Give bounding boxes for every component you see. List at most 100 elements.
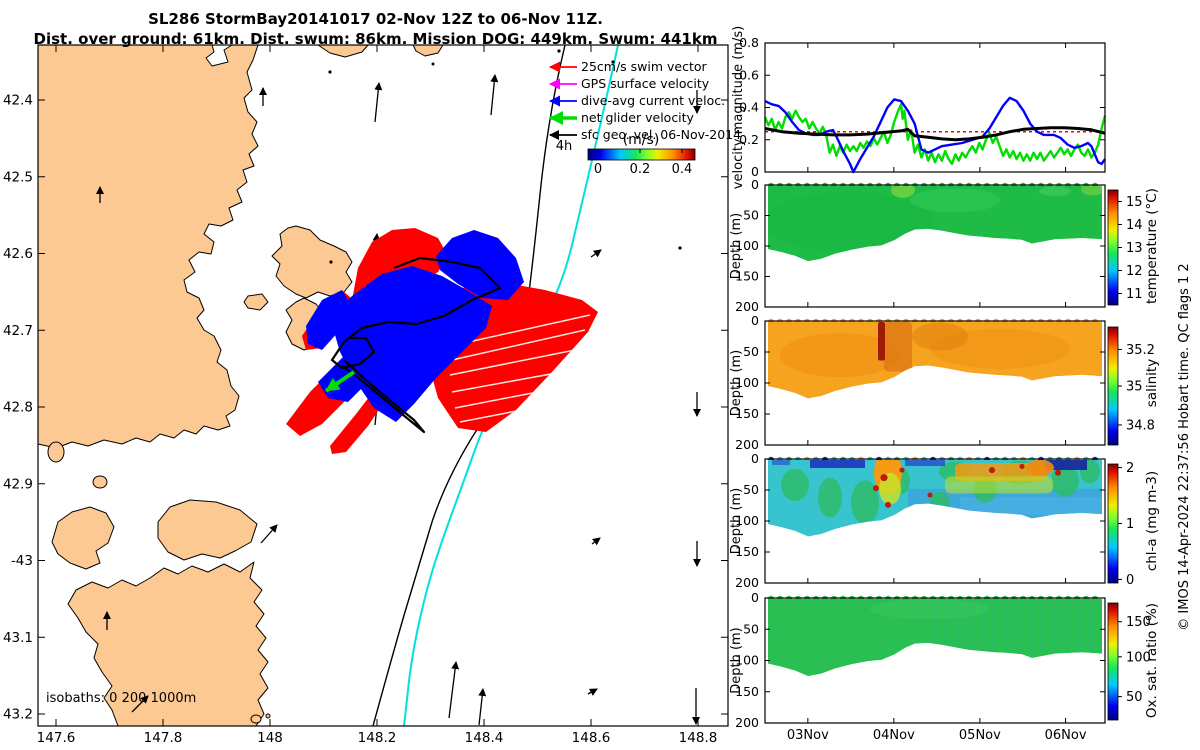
depth-tick-label: 100: [735, 653, 759, 668]
map-frame: [37, 44, 729, 727]
chl-red-spike-dot: [1055, 469, 1061, 476]
colorbar-tick-label: 150: [1126, 615, 1151, 630]
oxygen saturation-colorbar: [1107, 602, 1119, 721]
temp-warm-patch: [910, 188, 1000, 213]
temperature-colorbar: [1107, 189, 1119, 306]
glider-track-line: [330, 256, 502, 434]
legend-label-4: net glider velocity: [581, 110, 695, 125]
map-x-tick-label: 148.8: [679, 730, 718, 746]
depth-tick-label: 100: [735, 375, 759, 390]
depth-axis-label: Depth (m): [729, 627, 744, 694]
sfc-geo-velocity-dot: [329, 260, 333, 264]
depth-tick-label: 100: [735, 238, 759, 253]
temp-warm-spot: [1039, 186, 1071, 197]
chl-deep-blue-layer: [960, 497, 1102, 515]
swim-vector-streak: [451, 329, 586, 361]
sfc-geo-velocity-dot: [557, 49, 561, 53]
map-y-tick-label: 42.8: [3, 400, 33, 416]
sfc-geo-velocity-arrow: [490, 74, 499, 116]
map-x-tick-label: 147.6: [37, 730, 76, 746]
velocity-y-tick-label: 0.4: [739, 100, 759, 115]
velocity-series-3: [764, 96, 1106, 174]
date-tick-label: 03Nov: [787, 728, 829, 743]
depth-tick-label: 100: [735, 513, 759, 528]
chl-red-spike-dot: [899, 467, 905, 473]
land-polygon: [67, 561, 269, 727]
imos-watermark: © IMOS 14-Apr-2024 22:37:56 Hobart time.…: [1177, 263, 1192, 630]
colorbar-tick-label: 2: [1126, 461, 1134, 476]
colorbar-tick-label: 15: [1126, 195, 1143, 210]
chl-surface-blue-strip: [1045, 460, 1087, 470]
map-x-tick-label: 148: [257, 730, 283, 746]
sfc-geo-velocity-arrow: [131, 695, 149, 713]
chl-red-spike-dot: [873, 485, 879, 492]
sal-saline-column: [884, 322, 912, 372]
chl-a-data-region: [768, 460, 1102, 537]
chl-section: 0 50 100 150 200 Depth (m) 2 1 0 chl-a (mg m-3): [729, 451, 1160, 590]
swim-vector-streak: [459, 407, 533, 423]
legend-duration-label: 4h: [556, 139, 573, 154]
figure-title: SL286 StormBay20141017 02-Nov 12Z to 06-…: [148, 10, 603, 28]
sfc-geo-velocity-arrow: [374, 82, 383, 123]
islet: [250, 714, 262, 724]
salinity-section: 0 50 100 150 200 Depth (m) 35.2 35 34.8 salinity: [729, 313, 1160, 452]
colorbar-tick-label: 13: [1126, 241, 1143, 256]
chl-red-spike-dot: [880, 474, 888, 482]
temperature-data-region: [768, 186, 1102, 262]
map-y-tick-label: 42.5: [3, 169, 33, 185]
sal-saline-streak: [878, 322, 885, 361]
colorbar-tick-label: 50: [1126, 690, 1143, 705]
chl-yellowgreen-band: [945, 476, 1053, 494]
depth-tick-label: 150: [735, 406, 759, 421]
depth-axis-label: Depth (m): [729, 488, 744, 555]
map-x-tick-label: 148.4: [465, 730, 504, 746]
chl-red-spike-dot: [915, 508, 921, 515]
depth-tick-label: 50: [743, 208, 759, 223]
colorbar-tick-label: 0: [1126, 573, 1134, 588]
islet: [431, 62, 435, 66]
swim-vector-streak: [451, 371, 563, 393]
sfc-geo-velocity-arrow: [587, 688, 598, 696]
map-x-tick-label: 148.2: [358, 730, 397, 746]
map-y-tick-label: 42.6: [3, 246, 33, 262]
chl-a-colorbar: [1107, 463, 1119, 584]
title-block: SL286 StormBay20141017 02-Nov 12Z to 06-…: [28, 10, 723, 49]
chl-red-spike-dot: [1019, 463, 1025, 469]
land-polygon: [271, 225, 353, 299]
figure-subtitle: Dist. over ground: 61km. Dist. swum: 86k…: [33, 29, 718, 48]
map-x-tick-label: 148.6: [572, 730, 611, 746]
chl-red-spike-dot: [927, 492, 933, 498]
chl-green-patch: [930, 491, 950, 516]
chl-surface-blue-strip: [905, 460, 945, 466]
oxygen saturation-data-region: [768, 599, 1102, 677]
land-polygon: [37, 44, 259, 449]
sal-blotch: [912, 322, 968, 351]
swim-vector-streak: [454, 389, 549, 409]
salinity-colorbar: [1107, 326, 1119, 446]
oxygen saturation-colorbar-title: Ox. sat. ratio (%): [1144, 603, 1160, 718]
depth-tick-label: 200: [735, 299, 759, 314]
dive-avg-current-fan: [436, 230, 524, 300]
map-colorbar-tick-label: 0.2: [630, 162, 651, 177]
depth-tick-label: 150: [735, 269, 759, 284]
map-y-tick-label: 43.1: [3, 630, 33, 646]
colorbar-tick-label: 1: [1126, 517, 1134, 532]
colorbar-tick-label: 12: [1126, 264, 1143, 279]
map-colorbar-title: (m/s): [623, 132, 660, 148]
colorbar-tick-label: 100: [1126, 650, 1151, 665]
map-y-tick-label: 42.4: [3, 93, 33, 109]
legend-label-3: dive-avg current veloc.: [581, 93, 725, 108]
sfc-geo-velocity-arrow: [590, 249, 602, 258]
legend-label-1: 25cm/s swim vector: [581, 59, 708, 74]
depth-axis-label: Depth (m): [729, 350, 744, 417]
sfc-geo-velocity-arrow: [591, 537, 601, 546]
velocity-y-axis-label: velocity magnitude (m/s): [731, 26, 746, 189]
colorbar-tick-label: 35.2: [1126, 343, 1155, 358]
sfc-geo-velocity-dot: [611, 60, 615, 64]
chl-surface-blue-strip: [772, 460, 790, 465]
depth-tick-label: 200: [735, 437, 759, 452]
depth-tick-label: 50: [743, 482, 759, 497]
chl-surface-blue-strip: [810, 460, 865, 468]
